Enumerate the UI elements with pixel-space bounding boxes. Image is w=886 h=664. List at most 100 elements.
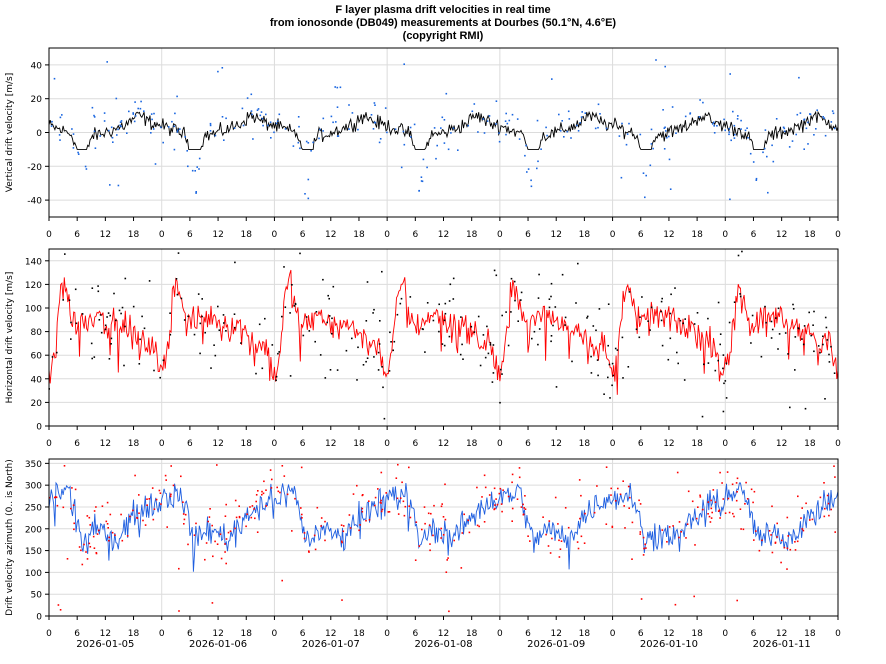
horizontal-data-point xyxy=(443,319,446,322)
horizontal-data-point xyxy=(538,273,540,276)
azimuth-data-point xyxy=(361,510,364,513)
vertical-data-point xyxy=(111,136,114,139)
vertical-data-point xyxy=(120,125,122,128)
azimuth-data-point xyxy=(780,561,782,564)
azimuth-data-point xyxy=(719,471,721,474)
horizontal-data-point xyxy=(438,303,440,306)
azimuth-data-point xyxy=(396,497,399,500)
vertical-data-point xyxy=(332,121,334,124)
horizontal-data-point xyxy=(550,282,553,285)
vertical-data-point xyxy=(504,120,507,122)
vertical-data-point xyxy=(775,118,778,120)
vertical-data-point xyxy=(140,100,142,103)
horizontal-data-point xyxy=(97,290,100,293)
azimuth-data-point xyxy=(403,514,406,517)
horizontal-data-point xyxy=(108,358,111,360)
vertical-data-point xyxy=(357,128,359,131)
horizontal-data-point xyxy=(717,359,719,362)
azimuth-data-point xyxy=(195,522,197,525)
azimuth-data-point xyxy=(271,478,273,481)
vertical-data-point xyxy=(115,97,118,100)
azimuth-data-point xyxy=(352,493,355,495)
azimuth-data-point xyxy=(522,503,524,506)
horizontal-data-point xyxy=(400,297,403,300)
x-tick-label: 18 xyxy=(466,629,478,639)
azimuth-data-point xyxy=(488,494,491,496)
azimuth-data-point xyxy=(736,477,739,480)
vertical-data-point xyxy=(744,129,747,132)
horizontal-data-point xyxy=(828,361,831,363)
horizontal-data-point xyxy=(537,297,540,299)
vertical-data-point xyxy=(737,115,739,117)
horizontal-data-point xyxy=(825,326,828,329)
azimuth-data-point xyxy=(341,541,343,544)
horizontal-data-point xyxy=(169,333,172,336)
azimuth-data-point xyxy=(691,500,694,503)
vertical-data-point xyxy=(421,180,424,183)
horizontal-data-point xyxy=(707,362,710,364)
x-tick-label: 6 xyxy=(638,230,644,240)
horizontal-data-point xyxy=(484,356,487,359)
chart-title: F layer plasma drift velocities in real … xyxy=(0,4,886,43)
vertical-data-point xyxy=(498,140,501,143)
horizontal-data-point xyxy=(775,317,777,319)
title-line-3: (copyright RMI) xyxy=(402,30,484,42)
vertical-data-point xyxy=(815,128,817,130)
horizontal-data-point xyxy=(275,375,278,378)
horizontal-data-point xyxy=(319,354,322,356)
horizontal-data-point xyxy=(669,312,672,315)
x-tick-label: 18 xyxy=(804,629,816,639)
vertical-data-point xyxy=(755,177,758,180)
x-tick-label: 18 xyxy=(804,230,816,240)
horizontal-data-point xyxy=(326,321,328,324)
horizontal-data-point xyxy=(682,322,684,325)
horizontal-data-point xyxy=(392,349,394,352)
azimuth-data-point xyxy=(134,474,136,477)
azimuth-data-point xyxy=(736,599,738,602)
azimuth-data-point xyxy=(753,539,755,541)
azimuth-data-point xyxy=(447,557,449,559)
y-axis-label: Drift velocity azimuth (0.. is North) xyxy=(5,459,15,615)
azimuth-data-point xyxy=(786,568,788,570)
vertical-data-point xyxy=(536,167,538,170)
azimuth-data-point xyxy=(518,467,521,469)
x-tick-label: 12 xyxy=(550,629,561,639)
vertical-data-point xyxy=(752,161,755,163)
horizontal-data-point xyxy=(278,351,280,353)
vertical-data-point xyxy=(699,99,701,101)
azimuth-data-point xyxy=(736,491,738,493)
horizontal-data-point xyxy=(329,369,332,371)
azimuth-data-point xyxy=(440,537,442,539)
horizontal-data-point xyxy=(660,300,663,303)
horizontal-data-point xyxy=(487,352,490,355)
horizontal-data-point xyxy=(564,324,566,326)
y-tick-label: -20 xyxy=(27,163,42,173)
azimuth-data-point xyxy=(746,498,749,500)
azimuth-data-point xyxy=(432,534,434,537)
azimuth-data-point xyxy=(507,495,510,498)
horizontal-data-point xyxy=(214,354,217,357)
azimuth-data-point xyxy=(631,558,633,560)
azimuth-data-point xyxy=(348,514,351,516)
vertical-data-point xyxy=(85,168,88,170)
azimuth-data-point xyxy=(707,501,710,503)
x-tick-label: 12 xyxy=(438,230,449,240)
horizontal-data-point xyxy=(51,356,54,358)
horizontal-data-point xyxy=(362,364,365,366)
azimuth-data-point xyxy=(442,516,445,518)
vertical-data-point xyxy=(251,113,253,116)
azimuth-data-point xyxy=(789,548,792,551)
horizontal-data-point xyxy=(233,313,236,315)
azimuth-data-point xyxy=(108,536,110,539)
azimuth-data-point xyxy=(172,484,175,487)
azimuth-data-point xyxy=(727,497,730,500)
x-tick-label: 12 xyxy=(212,230,223,240)
vertical-data-point xyxy=(524,154,526,157)
vertical-data-point xyxy=(330,115,333,118)
horizontal-data-point xyxy=(98,319,101,321)
vertical-data-point xyxy=(93,114,95,117)
vertical-data-point xyxy=(561,120,563,122)
x-tick-label: 12 xyxy=(776,629,787,639)
azimuth-data-point xyxy=(362,494,364,496)
vertical-data-point xyxy=(198,157,201,160)
